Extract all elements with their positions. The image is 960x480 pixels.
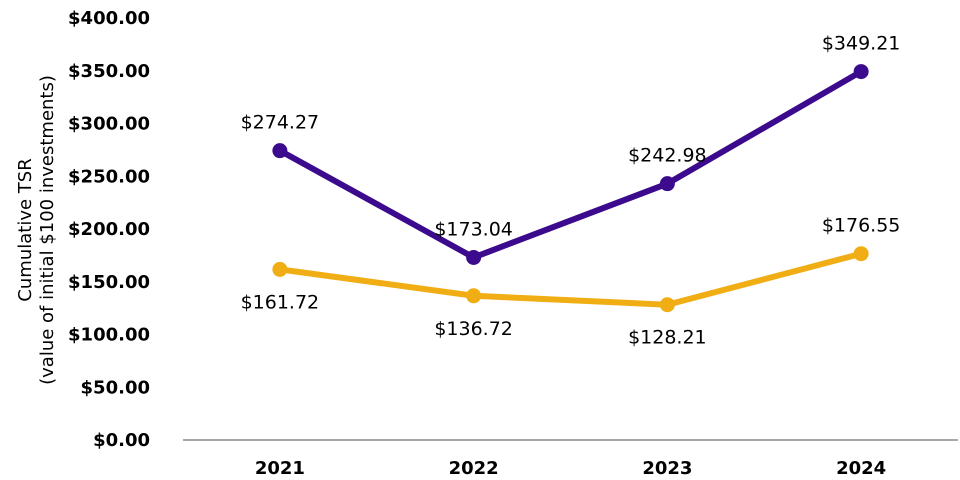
series-line-1 <box>276 68 865 261</box>
x-tick-label: 2022 <box>449 458 499 479</box>
data-point <box>272 143 288 159</box>
y-axis-title-line2: (value of initial $100 investments) <box>37 75 58 385</box>
y-tick-label: $400.00 <box>68 8 150 29</box>
y-axis-ticks: $0.00 $50.00 $100.00 $150.00 $200.00 $250.00 $… <box>68 8 150 451</box>
data-point <box>272 261 288 277</box>
y-tick-label: $0.00 <box>93 430 150 451</box>
y-tick-label: $150.00 <box>68 272 150 293</box>
data-label: $136.72 <box>434 318 513 340</box>
x-axis-ticks: 2021 2022 2023 2024 <box>255 458 886 479</box>
series-line-2 <box>276 250 865 308</box>
data-point <box>659 176 675 192</box>
y-axis-title-line1: Cumulative TSR <box>15 158 36 301</box>
x-tick-label: 2024 <box>836 458 886 479</box>
y-tick-label: $350.00 <box>68 61 150 82</box>
data-labels: $274.27 $173.04 $242.98 $349.21 $161.72 $136.… <box>241 33 901 349</box>
y-tick-label: $200.00 <box>68 219 150 240</box>
data-point <box>853 246 869 262</box>
data-label: $349.21 <box>822 33 901 55</box>
data-label: $242.98 <box>628 145 707 167</box>
x-tick-label: 2021 <box>255 458 305 479</box>
data-label: $161.72 <box>241 291 320 313</box>
data-point <box>659 297 675 313</box>
data-label: $173.04 <box>434 218 513 240</box>
data-label: $128.21 <box>628 327 707 349</box>
data-point <box>466 288 482 304</box>
data-point <box>466 249 482 265</box>
y-tick-label: $50.00 <box>81 377 150 398</box>
data-label: $176.55 <box>822 215 901 237</box>
y-tick-label: $300.00 <box>68 114 150 135</box>
series-layer <box>272 64 869 313</box>
x-tick-label: 2023 <box>642 458 692 479</box>
data-label: $274.27 <box>241 112 320 134</box>
data-point <box>853 64 869 80</box>
y-tick-label: $100.00 <box>68 325 150 346</box>
y-tick-label: $250.00 <box>68 166 150 187</box>
